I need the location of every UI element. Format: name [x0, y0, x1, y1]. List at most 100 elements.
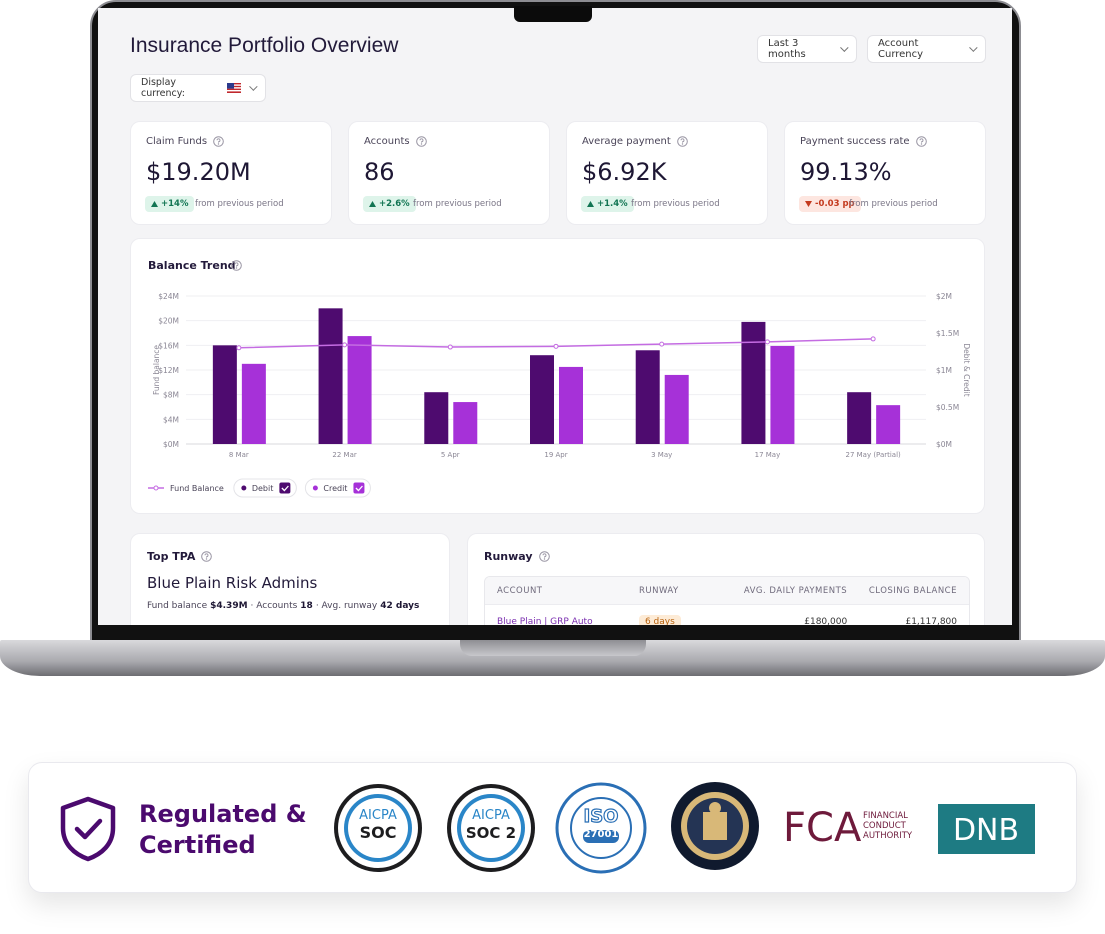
y-tick-label: $12M — [158, 366, 179, 375]
help-dot — [420, 143, 422, 145]
kpi-value: $6.92K — [582, 158, 667, 186]
certifications-title: Regulated & Certified — [139, 799, 307, 861]
bar — [453, 402, 478, 444]
shield-icon — [60, 796, 116, 862]
nys-dfs-seal — [671, 782, 759, 870]
kpi-label-row: Claim Funds — [146, 136, 224, 147]
arrow — [369, 201, 376, 207]
x-tick-label: 8 Mar — [229, 451, 249, 459]
line-point — [236, 345, 242, 351]
bar — [770, 345, 795, 444]
logo-text: SOC — [360, 823, 397, 842]
legend-item[interactable]: Debit — [233, 478, 297, 498]
table-cell: £180,000 — [719, 617, 847, 625]
table-header: ACCOUNT RUNWAY AVG. DAILY PAYMENTS CLOSING … — [485, 577, 969, 605]
help-dot — [681, 143, 683, 145]
line-point — [342, 342, 348, 348]
logo-text: FCA — [783, 805, 862, 851]
bar — [876, 405, 901, 444]
x-tick-label: 19 Apr — [544, 451, 567, 459]
arrow — [587, 201, 594, 207]
x-tick-label: 3 May — [651, 451, 672, 459]
table-row: Blue Plain | GRP Auto 6 days £180,000 £1,11… — [485, 605, 969, 625]
cell-text: £180,000 — [804, 617, 848, 625]
help-icon[interactable] — [538, 551, 550, 562]
bar — [241, 363, 266, 444]
logo-text: ISO — [584, 806, 619, 827]
card-title: Top TPA — [147, 550, 213, 563]
kpi-label: Average payment — [582, 136, 671, 147]
runway-card: Runway ACCOUNT RUNWAY AVG. DAILY PAYMENTS C… — [467, 533, 985, 625]
display-currency-label: Display currency: — [141, 77, 185, 99]
top-tpa-card: Top TPA Blue Plain Risk Admins Fund bala… — [130, 533, 450, 625]
y-tick-label: $0M — [163, 440, 179, 449]
help-ring — [915, 136, 927, 147]
period: Last 3 months — [768, 38, 806, 60]
bar — [318, 308, 343, 444]
trend-arrow — [805, 201, 812, 207]
chevron — [249, 82, 258, 91]
legend-label: Fund Balance — [170, 484, 224, 493]
kpi-note: from previous period — [631, 199, 720, 209]
x-tick-label: 17 May — [755, 451, 781, 459]
help-curve — [234, 262, 239, 267]
help-icon[interactable] — [231, 260, 242, 271]
top-tpa-title: Top TPA — [147, 550, 196, 563]
y-tick-label: $20M — [158, 317, 179, 326]
kpi-label-row: Payment success rate — [800, 136, 927, 147]
x-tick-label: 27 May (Partial) — [845, 451, 901, 459]
legend-point — [153, 485, 159, 491]
legend-checkbox — [279, 482, 291, 494]
chevron — [840, 43, 849, 52]
x-tick-label: 5 Apr — [441, 451, 460, 459]
title-line: Regulated & — [139, 800, 307, 828]
y2-tick-label: $1M — [936, 366, 952, 375]
bar — [635, 350, 660, 444]
help-icon[interactable] — [201, 551, 213, 562]
tpa-stat: · Avg. runway — [315, 601, 378, 611]
bar — [347, 336, 372, 444]
help-icon[interactable] — [915, 136, 927, 147]
line-point — [764, 339, 770, 345]
kpi-change-badge: +14% — [145, 196, 195, 212]
page-title: Insurance Portfolio Overview — [130, 34, 399, 57]
y2-tick-label: $2M — [936, 292, 952, 301]
bar — [559, 366, 583, 444]
kpi-card: Average payment $6.92K +1.4% from previous … — [566, 121, 768, 225]
help-dot — [920, 143, 922, 145]
logo-text: AICPA — [359, 808, 397, 823]
help-dot — [235, 267, 238, 269]
kpi-change: +14% — [161, 199, 189, 209]
legend-checkbox — [353, 482, 365, 494]
display-currency[interactable]: Display currency: — [130, 74, 266, 102]
kpi-value: $19.20M — [146, 158, 251, 186]
help-icon[interactable] — [415, 136, 427, 147]
column-header: RUNWAY — [638, 585, 679, 596]
balance-trend-card: Balance Trend $0M $4M $8M $12M $16M $20M $24M $0… — [130, 238, 985, 514]
legend-dot — [241, 485, 247, 491]
table-cell: £1,117,800 — [847, 617, 957, 625]
kpi-card: Accounts 86 +2.6% from previous period — [348, 121, 550, 225]
tpa-stat: $4.39M — [210, 601, 248, 611]
legend-item[interactable]: Credit — [304, 478, 371, 498]
arrow — [151, 201, 158, 207]
currency-select[interactable]: Account Currency — [867, 35, 986, 63]
column-header: CLOSING BALANCE — [868, 585, 957, 596]
help-curve — [216, 138, 221, 143]
kpi-note: from previous period — [195, 199, 284, 209]
line-point — [553, 343, 559, 349]
help-ring — [213, 136, 224, 147]
period-select[interactable]: Last 3 months — [757, 35, 857, 63]
y2-tick-label: $0.5M — [936, 403, 959, 412]
help-icon[interactable] — [213, 136, 224, 147]
kpi-label-row: Accounts — [364, 136, 427, 147]
bar — [212, 345, 237, 444]
help-icon[interactable] — [676, 136, 688, 147]
help-curve — [919, 138, 923, 143]
column-header: AVG. DAILY PAYMENTS — [743, 585, 848, 596]
logo-text: AUTHORITY — [863, 831, 913, 841]
tpa-stat: · Accounts — [250, 601, 298, 611]
legend-label: Credit — [323, 484, 347, 493]
help-dot — [217, 143, 220, 145]
